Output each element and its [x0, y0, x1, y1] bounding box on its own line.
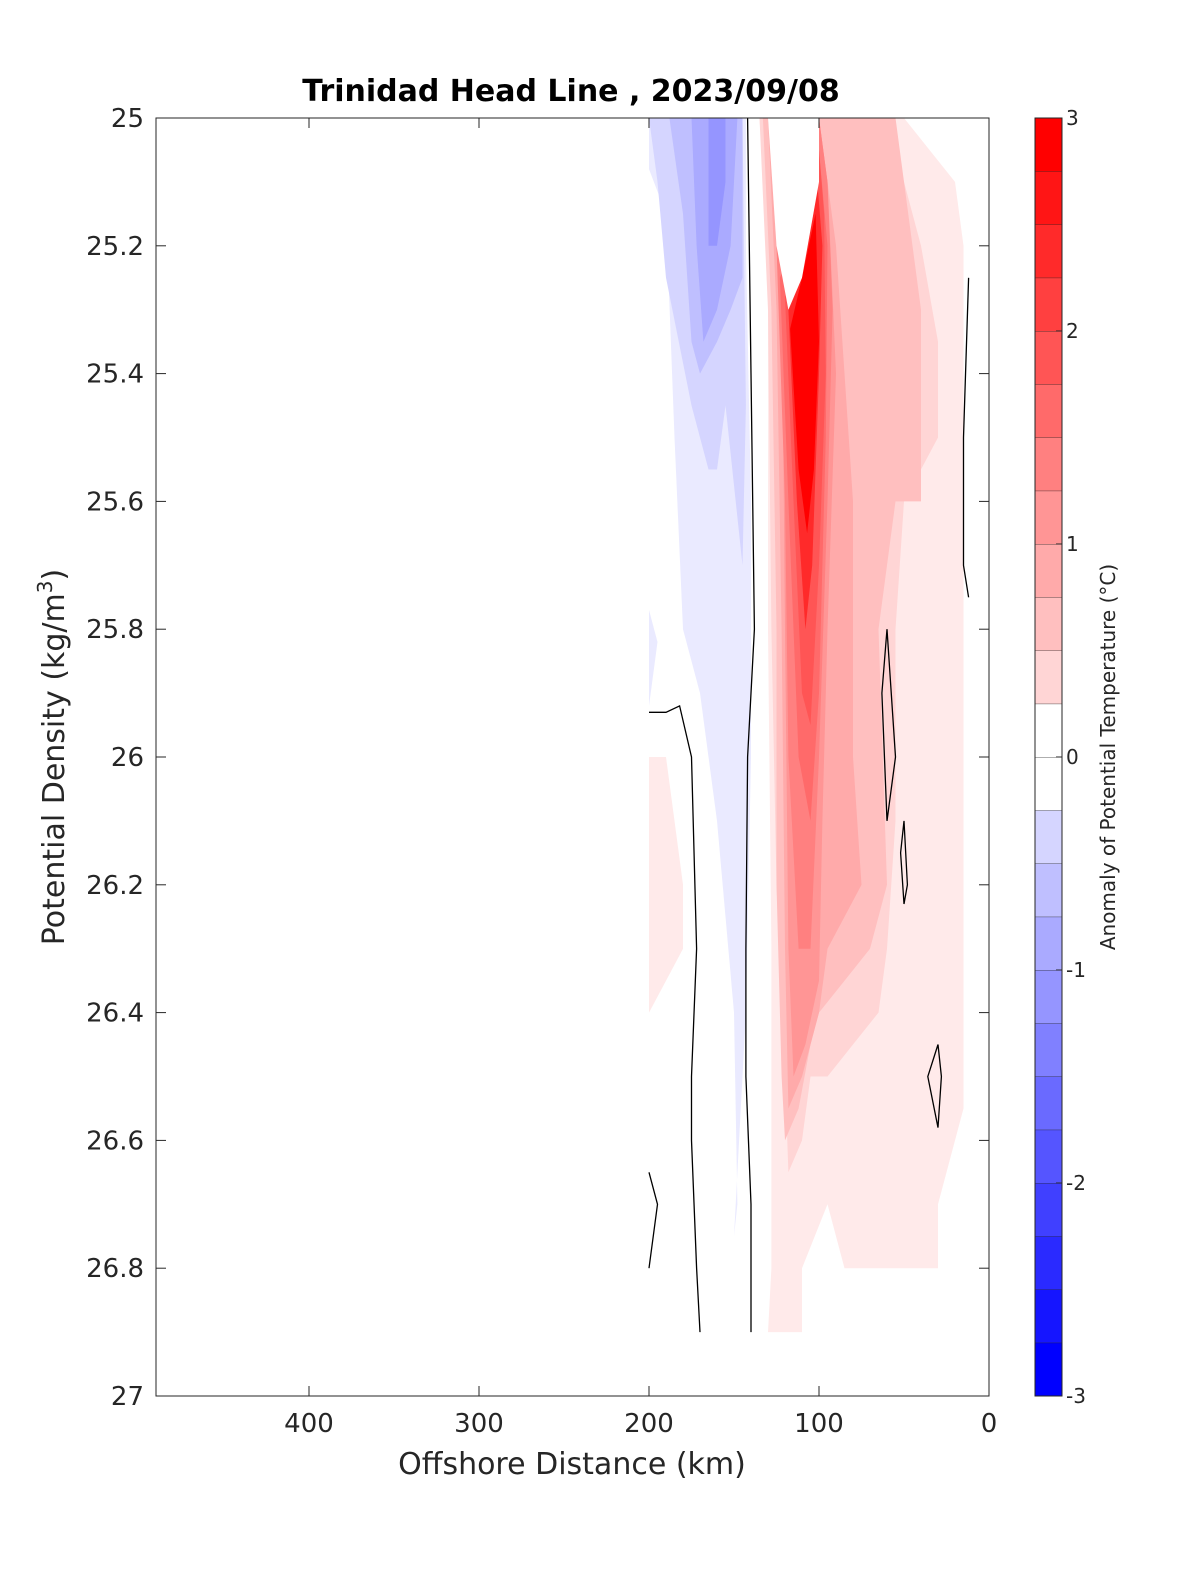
y-tick-label: 26	[111, 743, 144, 773]
colorbar-swatch	[1035, 810, 1062, 864]
y-tick-label: 26.2	[86, 871, 144, 901]
anomaly-region-5	[649, 757, 683, 1013]
y-tick-label: 27	[111, 1382, 144, 1412]
colorbar-swatch	[1035, 224, 1062, 278]
colorbar-swatch	[1035, 1023, 1062, 1077]
anomaly-region-15	[790, 213, 819, 534]
x-axis: 400 300 200 100 0	[284, 118, 997, 1439]
x-axis-label: Offshore Distance (km)	[398, 1447, 746, 1482]
colorbar-ticks: 3 2 1 0 -1 -2 -3	[1056, 106, 1086, 1408]
y-tick-label: 25.4	[86, 360, 144, 390]
colorbar-tick-label: 0	[1066, 745, 1079, 769]
colorbar-swatch	[1035, 1129, 1062, 1183]
chart-title: Trinidad Head Line , 2023/09/08	[302, 74, 839, 109]
colorbar-tick-label: -1	[1066, 958, 1086, 982]
y-axis-label-main: Potential Density (kg/m	[37, 593, 72, 945]
colorbar-swatch	[1035, 118, 1062, 172]
colorbar-swatch	[1035, 597, 1062, 651]
colorbar-label: Anomaly of Potential Temperature (°C)	[1096, 564, 1120, 950]
colorbar-swatch	[1035, 916, 1062, 970]
y-tick-label: 25.6	[86, 487, 144, 517]
colorbar-swatch	[1035, 1076, 1062, 1130]
x-tick-label: 300	[454, 1409, 504, 1439]
colorbar-swatch	[1035, 277, 1062, 331]
y-tick-label: 26.6	[86, 1126, 144, 1156]
x-tick-label: 200	[624, 1409, 674, 1439]
contour-line-3	[962, 277, 970, 598]
contour-line-0	[745, 117, 756, 1333]
contour-line-5	[899, 820, 909, 905]
colorbar-swatch	[1035, 703, 1062, 757]
colorbar-swatch	[1035, 1289, 1062, 1343]
colorbar-swatch	[1035, 490, 1062, 544]
colorbar-swatch	[1035, 1236, 1062, 1290]
y-tick-label: 26.4	[86, 999, 144, 1029]
y-tick-label: 25.8	[86, 615, 144, 645]
colorbar-swatch	[1035, 863, 1062, 917]
colorbar-tick-label: -3	[1066, 1384, 1086, 1408]
anomaly-region-16	[768, 118, 819, 310]
contour-line-4	[881, 629, 897, 821]
colorbar-swatch	[1035, 1183, 1062, 1237]
anomaly-fill-regions	[649, 118, 964, 1333]
colorbar-tick-label: 3	[1066, 106, 1079, 130]
colorbar-tick-label: -2	[1066, 1171, 1086, 1195]
y-axis: 25 25.2 25.4 25.6 25.8 26 26.2 26.4 26.6 26.8 27	[86, 104, 989, 1412]
contour-line-6	[927, 1044, 943, 1128]
colorbar-tick-label: 1	[1066, 532, 1079, 556]
colorbar-swatch	[1035, 384, 1062, 438]
colorbar-tick-label: 2	[1066, 319, 1079, 343]
y-tick-label: 25	[111, 104, 144, 134]
colorbar-swatch	[1035, 171, 1062, 225]
colorbar: 3 2 1 0 -1 -2 -3 Anomaly of Potential Temperat…	[1034, 106, 1120, 1408]
x-tick-label: 0	[981, 1409, 998, 1439]
zero-contour-lines	[648, 117, 970, 1333]
plot-area	[155, 117, 990, 1397]
colorbar-swatch	[1035, 544, 1062, 598]
colorbar-swatch	[1035, 970, 1062, 1024]
y-tick-label: 25.2	[86, 232, 144, 262]
contour-line-1	[649, 704, 701, 1333]
colorbar-swatch	[1035, 437, 1062, 491]
y-tick-label: 26.8	[86, 1254, 144, 1284]
colorbar-swatches	[1035, 117, 1062, 1396]
colorbar-swatch	[1035, 331, 1062, 385]
x-tick-label: 400	[284, 1409, 334, 1439]
colorbar-swatch	[1035, 650, 1062, 704]
colorbar-swatch	[1035, 757, 1062, 811]
anomaly-region-4	[708, 118, 726, 246]
colorbar-swatch	[1035, 1342, 1062, 1396]
y-axis-label: Potential Density (kg/m3)	[33, 569, 72, 945]
y-axis-label-close: )	[37, 569, 72, 581]
y-axis-label-superscript: 3	[33, 580, 57, 593]
contour-line-2	[648, 1172, 659, 1269]
x-tick-label: 100	[794, 1409, 844, 1439]
